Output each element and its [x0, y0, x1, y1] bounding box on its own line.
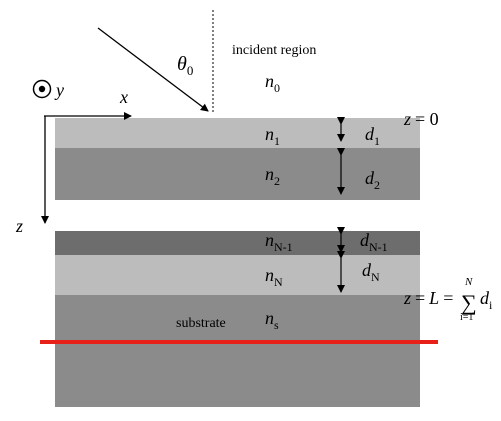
- z-axis-label: z: [15, 216, 23, 236]
- bottom-interface-equation: z = L = ∑ N i=1 di: [403, 276, 493, 323]
- y-axis-label: y: [54, 80, 64, 100]
- d1-label: d1: [365, 124, 380, 148]
- d2-label: d2: [365, 168, 380, 192]
- substrate-layer: [55, 295, 420, 407]
- n2-label: n2: [265, 164, 280, 188]
- y-axis-dot: [38, 85, 46, 93]
- svg-text:i=1: i=1: [460, 312, 473, 323]
- dN-label: dN: [362, 260, 380, 284]
- layer-2: [55, 148, 420, 200]
- nN-label: nN: [265, 265, 283, 289]
- n1-label: n1: [265, 124, 280, 148]
- x-axis-label: x: [119, 87, 128, 107]
- svg-text:N: N: [464, 276, 473, 288]
- n0-label: n0: [265, 71, 280, 95]
- layer-n-minus-1: [55, 231, 420, 255]
- top-interface-equation: z = 0: [403, 109, 439, 129]
- substrate-label: substrate: [176, 316, 226, 331]
- layer-1: [55, 118, 420, 148]
- layer-n: [55, 255, 420, 295]
- incident-region-label: incident region: [232, 43, 316, 58]
- svg-text:di: di: [480, 288, 493, 312]
- incident-ray: [97, 27, 209, 112]
- angle-label: θ0: [177, 53, 193, 78]
- n-minus-1-label: nN-1: [265, 230, 293, 254]
- ns-label: ns: [265, 308, 279, 332]
- d-n-minus-1-label: dN-1: [360, 230, 388, 254]
- svg-text:∑: ∑: [461, 290, 477, 315]
- svg-text:z=L=: z = L =: [403, 288, 453, 308]
